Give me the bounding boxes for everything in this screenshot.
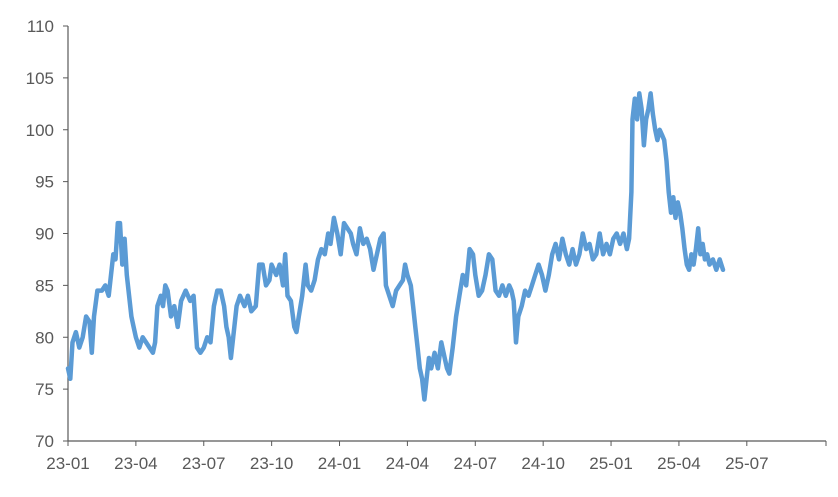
y-tick-label: 75: [35, 380, 54, 399]
x-tick-label: 24-10: [521, 454, 564, 473]
y-tick-label: 110: [27, 17, 54, 36]
y-tick-label: 70: [35, 432, 54, 451]
x-tick-label: 25-07: [725, 454, 768, 473]
x-tick-label: 25-01: [589, 454, 632, 473]
series-line-0: [65, 91, 726, 402]
y-tick-label: 100: [26, 121, 54, 140]
series-group: [65, 91, 726, 402]
x-tick-label: 24-07: [454, 454, 497, 473]
x-tick-label: 24-01: [318, 454, 361, 473]
y-tick-label: 80: [35, 328, 54, 347]
y-tick-label: 90: [35, 225, 54, 244]
x-tick-label: 23-07: [182, 454, 225, 473]
x-axis: 23-01 23-04 23-07 23-10 24-01 24-04 24-07 24-10…: [46, 440, 827, 473]
y-tick-label: 105: [26, 69, 54, 88]
y-axis: 70 75 80 85 90 95 100 105 110: [26, 17, 69, 451]
x-tick-label: 23-01: [46, 454, 89, 473]
x-tick-label: 23-04: [114, 454, 157, 473]
x-tick-label: 25-04: [657, 454, 700, 473]
x-tick-label: 24-04: [386, 454, 429, 473]
y-tick-label: 95: [35, 173, 54, 192]
y-tick-label: 85: [35, 276, 54, 295]
x-tick-label: 23-10: [250, 454, 293, 473]
